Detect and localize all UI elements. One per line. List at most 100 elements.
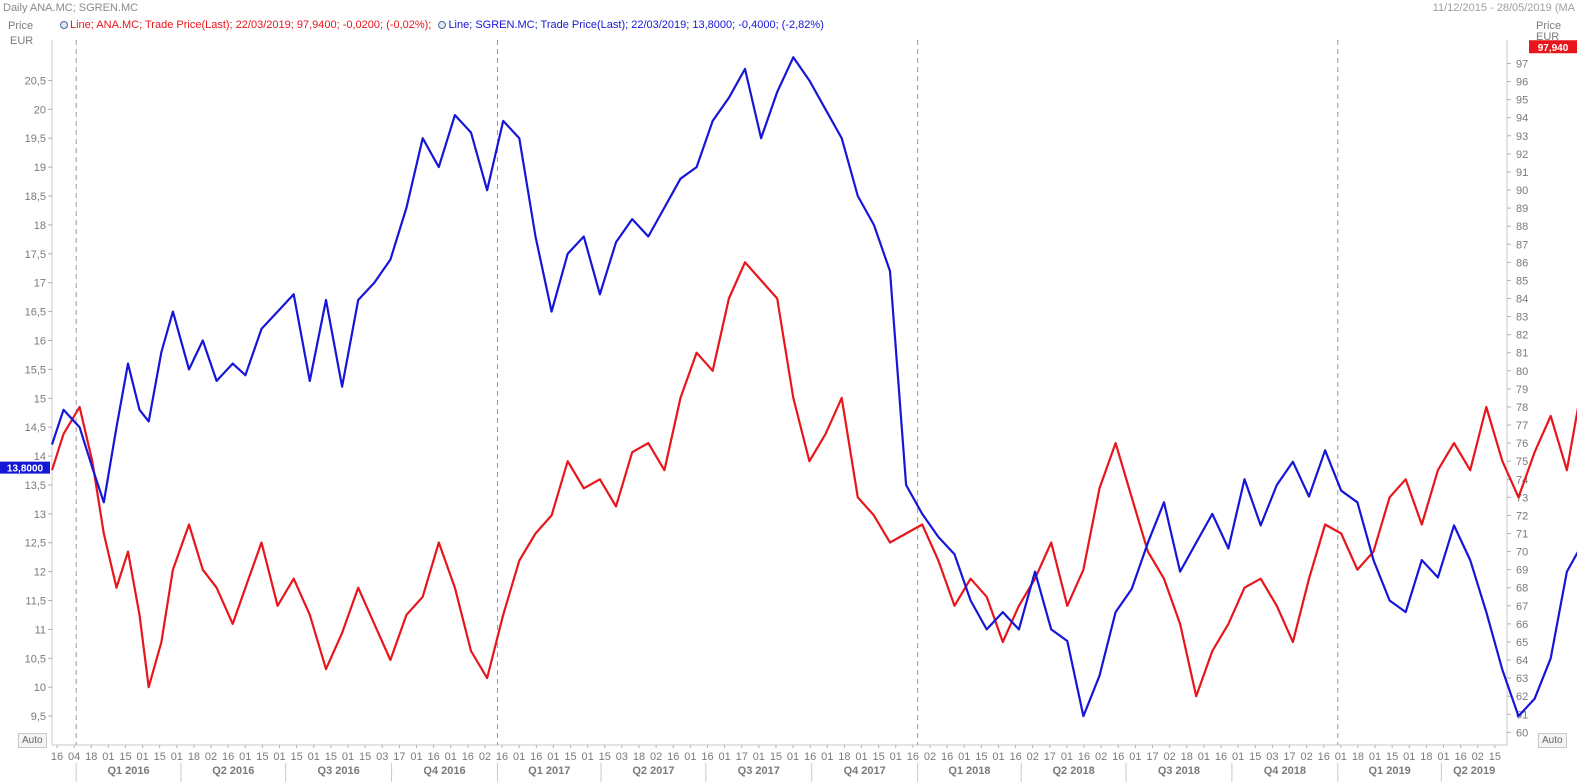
left-axis-ticks: 9,5 10 10,5 11 11,5 12 12,5 13 13,5 14 14,5 15 15,5 1… — [25, 75, 52, 723]
x-tick-label: 15 — [873, 751, 885, 763]
right-tick-label: 97 — [1516, 59, 1528, 71]
x-tick-label: 17 — [736, 751, 748, 763]
x-tick-label: 16 — [1215, 751, 1227, 763]
series-line-sgren-mc — [50, 56, 1577, 718]
x-tick-label: 16 — [907, 751, 919, 763]
x-tick-label: 01 — [1369, 751, 1381, 763]
quarter-label: Q4 2018 — [1264, 765, 1306, 777]
series-lines — [50, 56, 1577, 718]
x-tick-label: 01 — [136, 751, 148, 763]
date-range: 11/12/2015 - 28/05/2019 (MA — [1432, 2, 1575, 14]
auto-scale-right-button[interactable]: Auto — [1538, 733, 1567, 748]
quarter-label: Q3 2017 — [738, 765, 780, 777]
right-tick-label: 80 — [1516, 366, 1528, 378]
left-tick-label: 17,5 — [25, 249, 46, 261]
x-tick-label: 01 — [582, 751, 594, 763]
left-tick-label: 10,5 — [25, 653, 46, 665]
x-tick-label: 01 — [684, 751, 696, 763]
left-tick-label: 11,5 — [25, 596, 46, 608]
right-tick-label: 86 — [1516, 257, 1528, 269]
quarter-label: Q4 2017 — [844, 765, 886, 777]
x-tick-label: 16 — [701, 751, 713, 763]
right-tick-label: 83 — [1516, 312, 1528, 324]
x-tick-label: 01 — [1129, 751, 1141, 763]
legend-item-ana[interactable]: Line; ANA.MC; Trade Price(Last); 22/03/2… — [60, 19, 431, 31]
right-tick-label: 78 — [1516, 402, 1528, 414]
x-tick-label: 01 — [342, 751, 354, 763]
x-tick-label: 01 — [1061, 751, 1073, 763]
right-tick-label: 81 — [1516, 348, 1528, 360]
x-tick-label: 15 — [975, 751, 987, 763]
right-tick-label: 95 — [1516, 95, 1528, 107]
x-tick-label: 18 — [188, 751, 200, 763]
x-tick-label: 15 — [564, 751, 576, 763]
right-tick-label: 89 — [1516, 203, 1528, 215]
x-tick-label: 02 — [1164, 751, 1176, 763]
x-tick-label: 15 — [770, 751, 782, 763]
x-tick-label: 01 — [1403, 751, 1415, 763]
quarter-label: Q3 2018 — [1158, 765, 1200, 777]
quarter-labels: Q1 2016 Q2 2016 Q3 2016 Q4 2016 Q1 2017 Q2 20… — [75, 763, 1495, 782]
right-tick-label: 88 — [1516, 221, 1528, 233]
left-tick-label: 18,5 — [25, 191, 46, 203]
right-tick-label: 71 — [1516, 529, 1528, 541]
right-tick-label: 60 — [1516, 727, 1528, 739]
right-tick-label: 91 — [1516, 167, 1528, 179]
x-tick-label: 01 — [445, 751, 457, 763]
legend-item-sgren[interactable]: Line; SGREN.MC; Trade Price(Last); 22/03… — [438, 19, 824, 31]
x-tick-label: 16 — [1112, 751, 1124, 763]
left-tick-label: 11 — [35, 624, 46, 636]
left-tick-label: 16 — [34, 335, 46, 347]
pin-icon — [438, 21, 447, 29]
left-last-value-label: 13,8000 — [7, 464, 44, 475]
x-tick-label: 01 — [308, 751, 320, 763]
right-tick-label: 85 — [1516, 275, 1528, 287]
x-tick-label: 16 — [530, 751, 542, 763]
x-tick-label: 01 — [273, 751, 285, 763]
x-tick-label: 03 — [376, 751, 388, 763]
right-tick-label: 63 — [1516, 673, 1528, 685]
x-tick-label: 15 — [1489, 751, 1501, 763]
right-tick-label: 67 — [1516, 601, 1528, 613]
x-tick-label: 02 — [479, 751, 491, 763]
x-tick-label: 01 — [1437, 751, 1449, 763]
right-tick-label: 87 — [1516, 239, 1528, 251]
auto-scale-left-button[interactable]: Auto — [18, 733, 47, 748]
right-axis-title: Price — [1536, 20, 1561, 32]
x-tick-label: 15 — [291, 751, 303, 763]
left-tick-label: 15 — [34, 393, 46, 405]
left-axis-title: Price — [8, 20, 33, 32]
x-tick-label: 01 — [513, 751, 525, 763]
x-tick-label: 18 — [1352, 751, 1364, 763]
left-tick-label: 13 — [34, 509, 46, 521]
right-tick-label: 75 — [1516, 456, 1528, 468]
left-tick-label: 13,5 — [25, 480, 46, 492]
x-tick-label: 15 — [154, 751, 166, 763]
left-axis-unit: EUR — [10, 35, 33, 47]
x-tick-label: 01 — [410, 751, 422, 763]
right-tick-label: 62 — [1516, 691, 1528, 703]
x-tick-label: 16 — [462, 751, 474, 763]
left-tick-label: 12 — [34, 567, 46, 579]
x-tick-label: 16 — [1078, 751, 1090, 763]
quarter-label: Q1 2016 — [107, 765, 149, 777]
right-last-value-label: 97,940 — [1538, 43, 1569, 54]
left-tick-label: 16,5 — [25, 307, 46, 319]
quarter-label: Q1 2019 — [1368, 765, 1410, 777]
left-tick-label: 20,5 — [25, 75, 46, 87]
quarter-label: Q2 2019 — [1453, 765, 1495, 777]
x-tick-label: 01 — [821, 751, 833, 763]
x-tick-label: 01 — [890, 751, 902, 763]
x-tick-label: 02 — [205, 751, 217, 763]
x-tick-label: 16 — [1455, 751, 1467, 763]
left-tick-label: 12,5 — [25, 538, 46, 550]
x-tick-label: 01 — [1232, 751, 1244, 763]
x-tick-label: 15 — [359, 751, 371, 763]
right-tick-label: 77 — [1516, 420, 1528, 432]
x-tick-label: 01 — [753, 751, 765, 763]
x-tick-label: 16 — [51, 751, 63, 763]
x-tick-label: 16 — [667, 751, 679, 763]
quarter-label: Q2 2017 — [632, 765, 674, 777]
left-tick-label: 17 — [34, 278, 46, 290]
